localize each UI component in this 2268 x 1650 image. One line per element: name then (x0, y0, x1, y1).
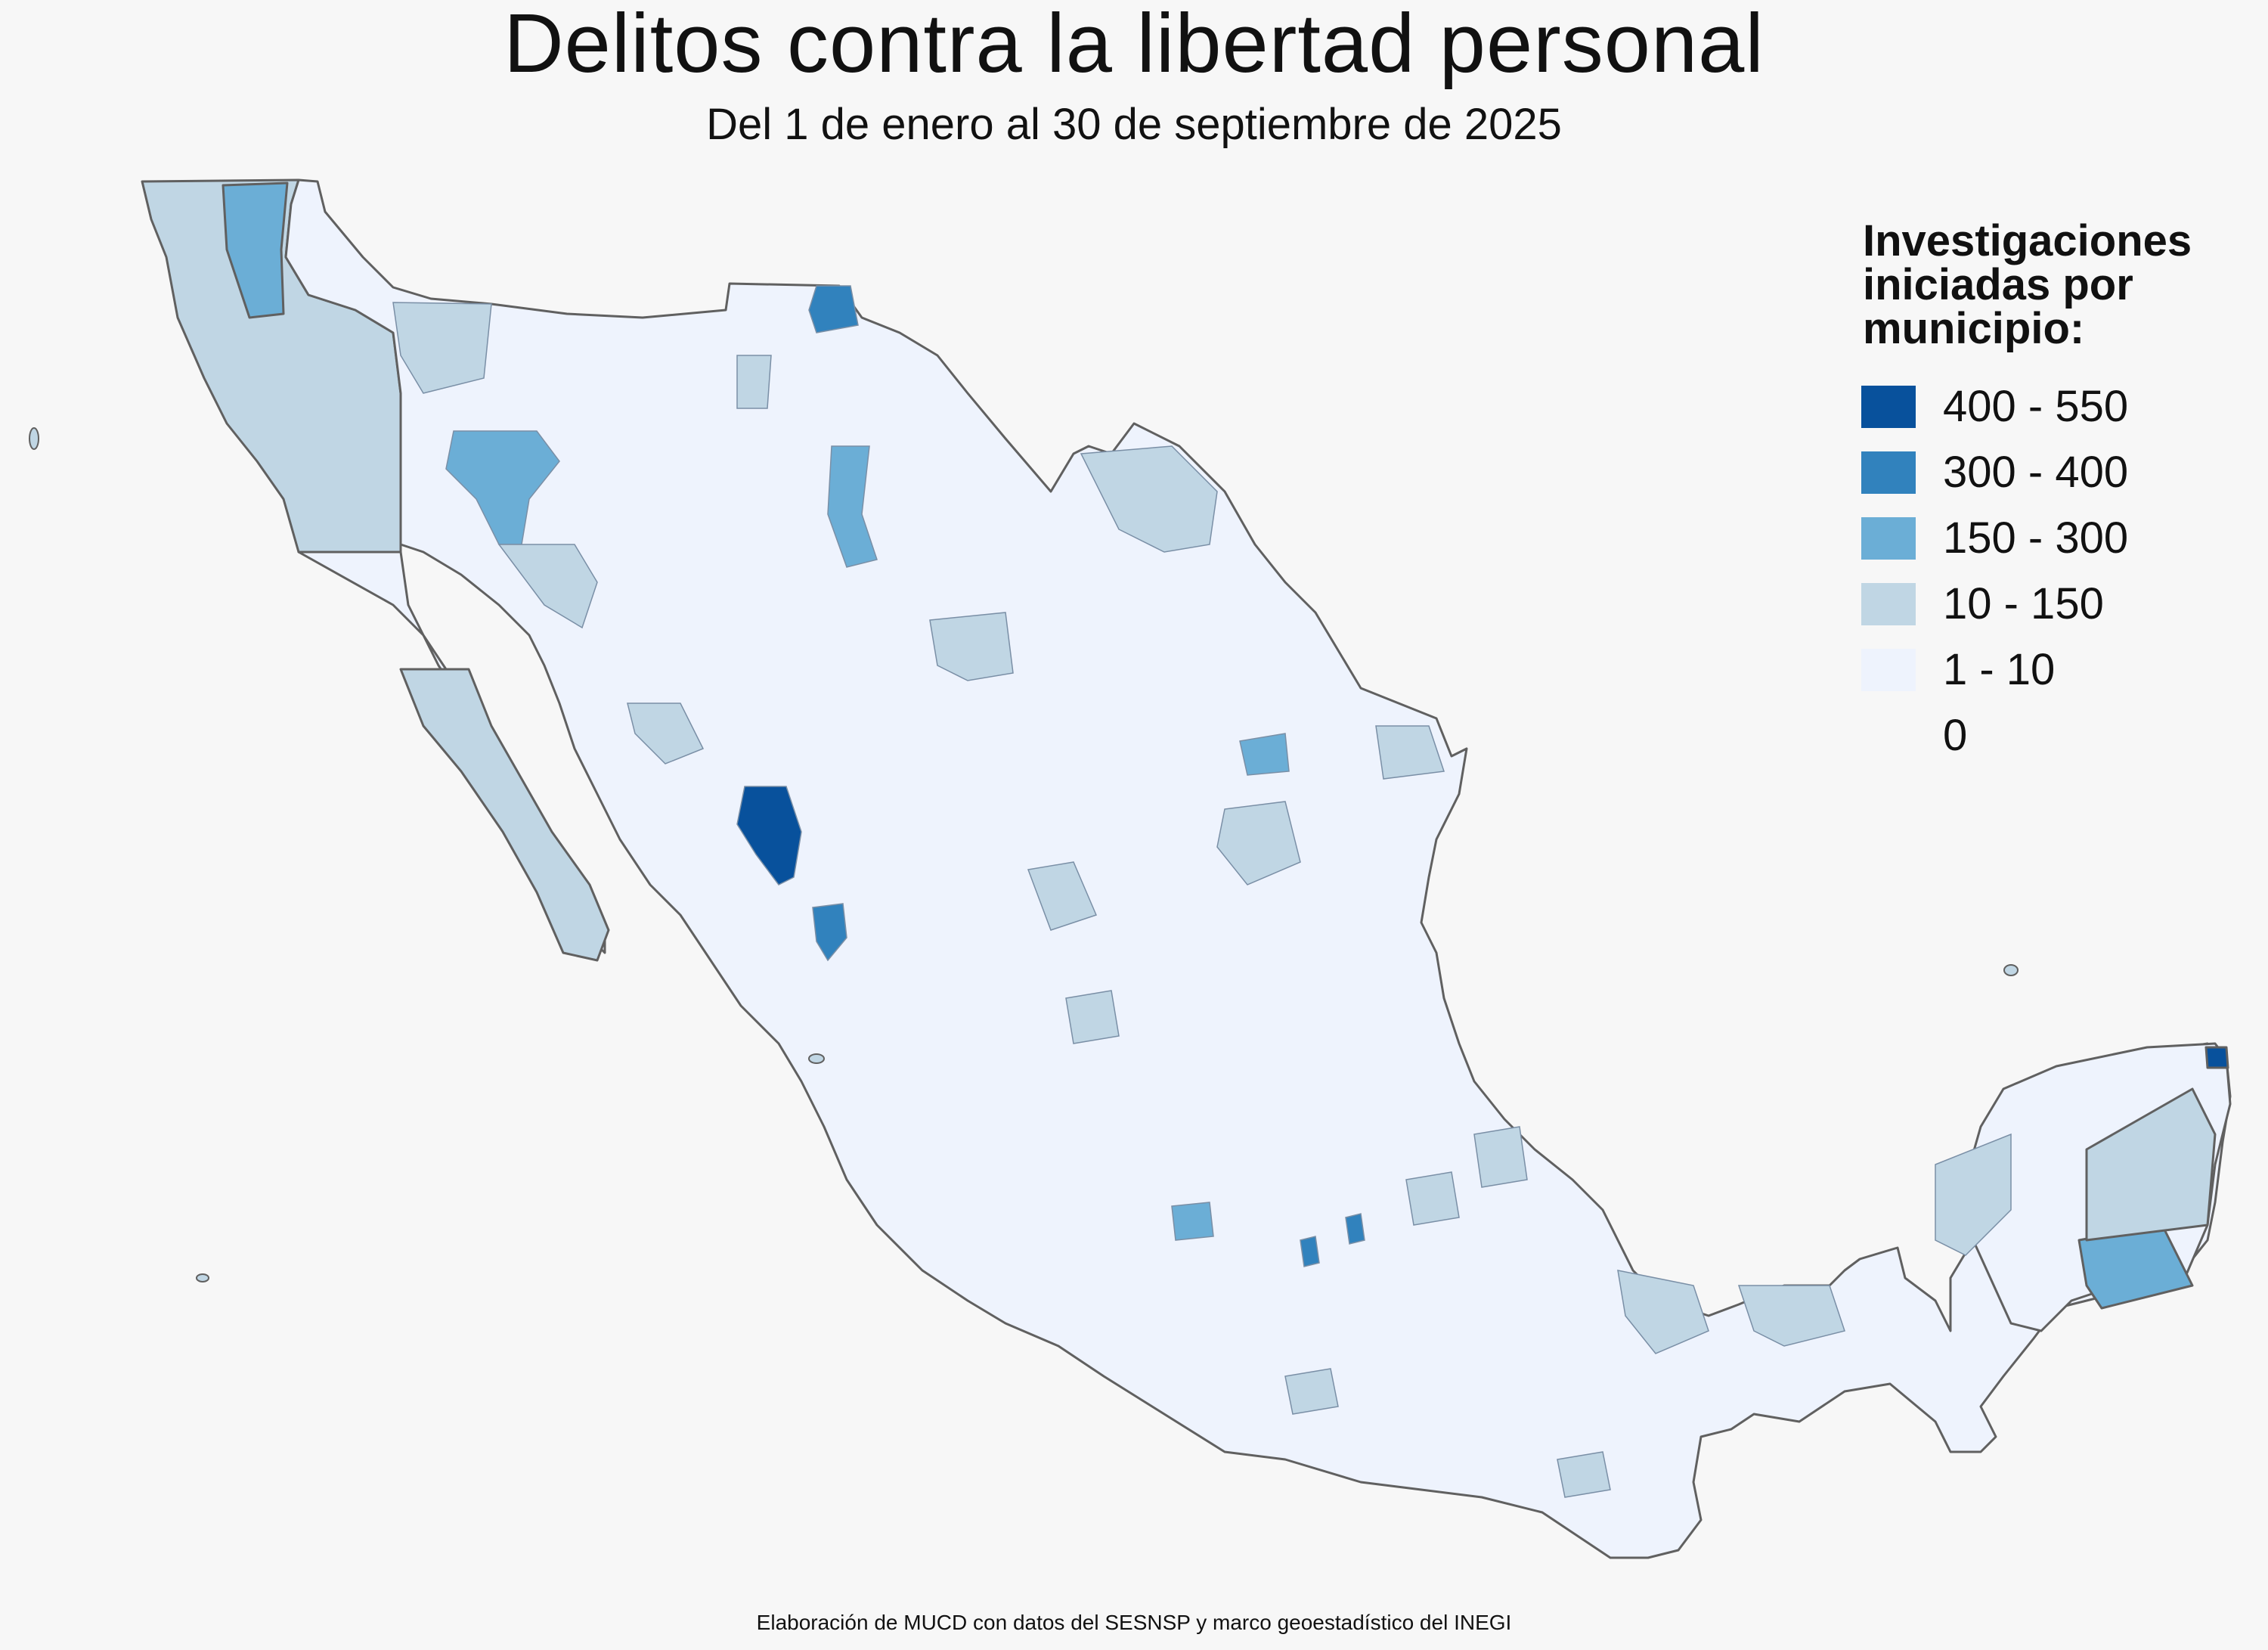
region-sinaloa-culiacan (736, 786, 802, 885)
legend: Investigaciones iniciadas por municipio:… (1861, 219, 2254, 768)
map-title: Delitos contra la libertad personal (503, 0, 1765, 90)
legend-item: 1 - 10 (1861, 637, 2254, 702)
map-subtitle: Del 1 de enero al 30 de septiembre de 20… (706, 100, 1562, 149)
region-jalisco-guadalajara (1171, 1202, 1214, 1241)
region-bc-north (222, 181, 289, 319)
region-chihuahua-east (736, 355, 772, 409)
legend-title-line-2: iniciadas por (1863, 260, 2133, 309)
region-oaxaca (1557, 1451, 1611, 1498)
legend-swatch (1861, 516, 1916, 560)
legend-swatch (1861, 714, 1916, 757)
region-zacatecas (1065, 990, 1120, 1044)
legend-swatch (1861, 451, 1916, 494)
legend-swatch (1861, 648, 1916, 691)
legend-label: 150 - 300 (1943, 513, 2129, 563)
legend-title-line-3: municipio: (1863, 304, 2085, 353)
legend-swatch (1861, 385, 1916, 428)
legend-label: 300 - 400 (1943, 448, 2129, 497)
region-mazatlan (812, 903, 847, 962)
region-veracruz (1473, 1126, 1528, 1188)
region-coahuila (929, 612, 1014, 681)
region-monterrey (1239, 733, 1290, 776)
region-sinaloa-north (627, 702, 705, 765)
region-campeche (1935, 1133, 2012, 1256)
region-quintana-roo-north (2085, 1087, 2217, 1242)
island-revillagigedo (196, 1273, 209, 1282)
region-sonora-north (392, 302, 492, 394)
legend-item: 10 - 150 (1861, 571, 2254, 637)
legend-items: 400 - 550 300 - 400 150 - 300 10 - 150 1 - 1… (1861, 374, 2254, 768)
region-edomex (1300, 1236, 1320, 1267)
legend-title-line-1: Investigaciones (1863, 216, 2192, 265)
region-chihuahua-center (827, 445, 878, 568)
legend-item: 150 - 300 (1861, 505, 2254, 571)
island-guadalupe (29, 427, 39, 450)
legend-title: Investigaciones iniciadas por municipio: (1863, 219, 2254, 351)
region-veracruz-south (1617, 1270, 1709, 1354)
legend-label: 400 - 550 (1943, 382, 2129, 431)
legend-item: 0 (1861, 702, 2254, 768)
legend-label: 0 (1943, 711, 1968, 760)
region-tabasco (1737, 1285, 1845, 1347)
source-footer: Elaboración de MUCD con datos del SESNSP… (756, 1611, 1512, 1634)
legend-item: 400 - 550 (1861, 374, 2254, 439)
region-cancun (2204, 1046, 2229, 1069)
region-cdmx (1345, 1213, 1365, 1245)
region-nuevo-leon (1216, 801, 1301, 885)
region-durango (1027, 861, 1098, 931)
legend-label: 10 - 150 (1943, 579, 2104, 628)
region-coahuila-north (1080, 445, 1218, 553)
region-nuevo-laredo (808, 285, 859, 333)
legend-item: 300 - 400 (1861, 439, 2254, 505)
legend-label: 1 - 10 (1943, 645, 2056, 694)
island-alacranes (2003, 964, 2019, 976)
region-sonora-coast (497, 544, 598, 629)
region-bcs-south (399, 668, 610, 962)
region-guerrero (1284, 1368, 1339, 1415)
region-puebla (1405, 1171, 1460, 1226)
region-tamaulipas (1375, 725, 1445, 780)
legend-swatch (1861, 582, 1916, 625)
island-marias (808, 1053, 825, 1064)
